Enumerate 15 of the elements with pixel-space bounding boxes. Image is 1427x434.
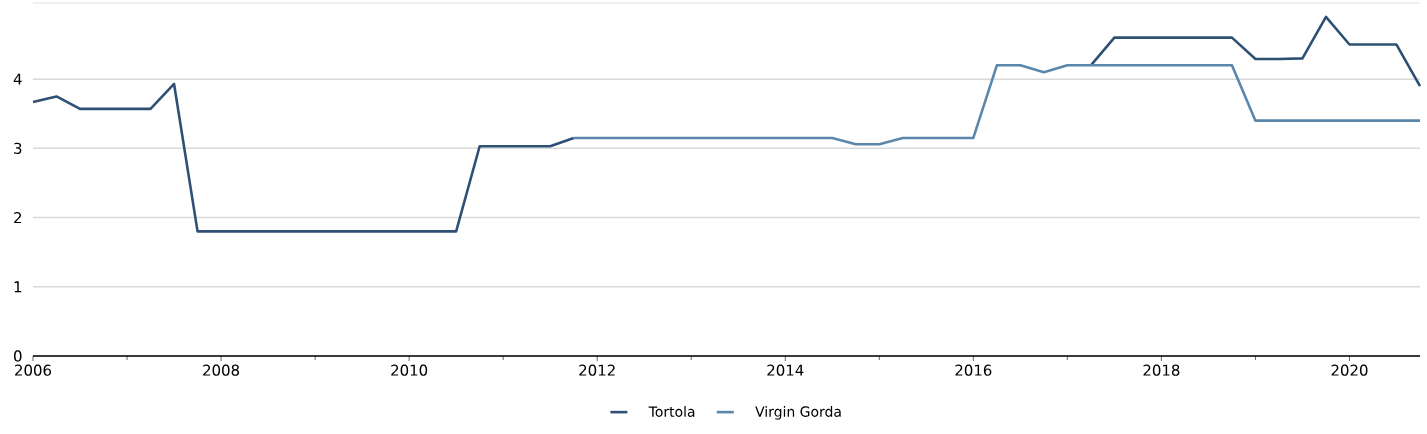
y-tick-label: 2 — [14, 212, 22, 224]
x-tick-label: 2016 — [955, 364, 992, 376]
x-tick-label: 2006 — [15, 364, 52, 376]
legend-label: Tortola — [648, 406, 695, 417]
y-tick-label: 4 — [13, 73, 22, 85]
legend-label: Virgin Gorda — [755, 406, 841, 420]
x-tick-label: 2010 — [391, 364, 428, 376]
x-tick-label: 2020 — [1331, 364, 1368, 376]
x-tick-label: 2012 — [579, 364, 615, 376]
y-tick-label: 3 — [14, 142, 22, 155]
y-tick-label: 1 — [14, 281, 22, 293]
x-tick-label: 2018 — [1143, 364, 1180, 376]
y-tick-label: 0 — [14, 350, 22, 362]
x-tick-label: 2014 — [767, 364, 804, 376]
x-tick-label: 2008 — [203, 364, 240, 376]
